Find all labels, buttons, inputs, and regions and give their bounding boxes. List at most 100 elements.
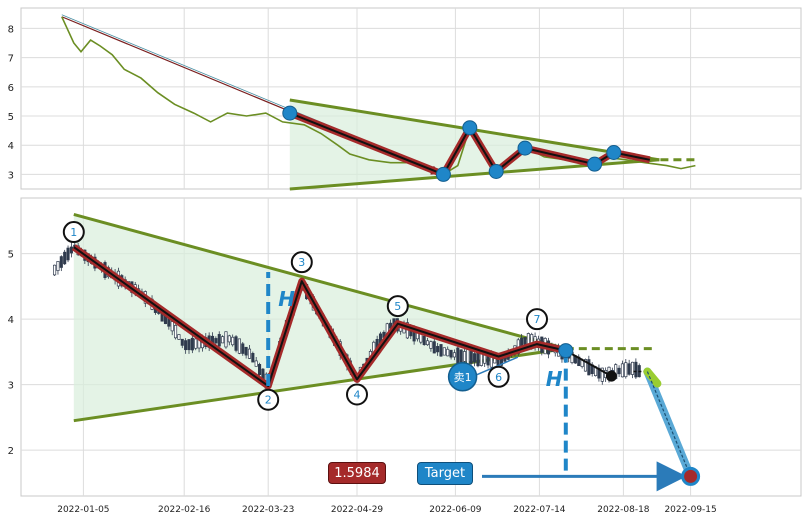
pivot-badge-label: 2 [265,394,272,407]
overview-pivot-point [282,105,298,121]
x-tick-label: 2022-04-29 [331,505,384,515]
pivot-badge-label: 3 [298,256,305,269]
candle-body [217,334,221,347]
x-tick-label: 2022-02-16 [158,505,211,515]
candle-body [419,333,423,343]
candle-body [190,337,194,351]
overview-tick-y: 6 [8,83,14,94]
candle-body [473,353,477,363]
sell-marker [447,362,478,392]
candle-body [466,348,470,365]
candle-body [254,360,258,367]
candle-body [247,348,252,359]
overview-pivot-point [517,140,533,156]
candle-body [214,338,218,344]
candle-body [587,359,591,376]
breakout-point [558,343,574,359]
candle-body [227,335,231,343]
pivot-badge [487,365,510,388]
candle-body [617,367,621,375]
height-marker-label: H [546,367,563,391]
pivot-badge [386,295,409,318]
detail-tick-y: 4 [8,315,14,326]
candle-body [53,264,57,276]
candle-body [436,346,440,353]
overview-pivot-point [587,156,603,172]
candle-body [624,362,628,378]
detail-tick-y: 3 [8,381,14,392]
candle-body [422,335,426,346]
candle-body [426,340,430,346]
candle-body [63,251,67,265]
pivot-badge [257,388,280,411]
candle-body [446,348,450,357]
overview-panel: 3 4 5 6 7 8 [8,7,802,191]
candle-body [224,331,228,348]
candle-body [56,261,60,271]
detail-tick-y: 2 [8,446,14,457]
candle-body [456,347,460,364]
overview-tick-y: 5 [8,112,14,123]
candle-body [241,343,245,354]
candle-body [59,256,63,268]
candle-body [459,349,463,363]
overview-tick-y: 8 [8,24,14,35]
overview-pivot-point [488,163,504,179]
pivot-badge-label: 6 [495,371,502,384]
candle-body [449,349,453,358]
detail-upper-line [73,212,567,351]
detail-panel: 2 3 4 5 2022-01-05 2022-02-16 2022-03-23 2022-0… [8,197,802,515]
candle-body [237,338,241,354]
projection-arrow-core [646,371,692,477]
x-tick-label: 2022-09-15 [664,505,716,515]
candle-body [66,247,70,261]
candle-body [493,358,497,364]
candle-body [429,341,433,349]
detail-zigzag-inner [73,246,567,387]
pivot-badge-label: 5 [394,300,401,313]
candle-body [620,363,624,378]
candle-body [627,363,631,375]
candle-body [194,338,198,349]
candle-body [630,361,635,375]
overview-tick-y: 7 [8,54,14,65]
pivot-badge [346,383,368,406]
x-tick-label: 2022-03-23 [242,505,294,515]
pivot-badge-label: 1 [70,226,77,239]
pivot-badge [526,308,548,331]
price-badge: 1.5984 [328,462,386,484]
candle-body [180,338,184,346]
candle-body [258,364,262,375]
pivot-badge [62,221,85,244]
exit-point [605,370,617,382]
candle-body [523,337,527,345]
candle-body [483,354,487,364]
candle-body [231,336,235,346]
candle-body [234,336,238,351]
candle-body [432,341,436,354]
candle-body [583,359,588,372]
pivot-badge-label: 4 [354,388,361,401]
overview-pivot-point [606,145,622,161]
pivot-badge [290,251,313,274]
x-tick-label: 2022-08-18 [597,505,650,515]
overview-tick-y: 4 [8,141,14,152]
candle-body [170,321,174,332]
target-badge: Target [417,462,473,485]
candle-body [452,352,456,358]
candle-body [462,351,467,362]
overview-tick-y: 3 [8,170,14,181]
candle-body [600,367,604,382]
candle-body [439,344,443,357]
projection-arrow-start [643,367,662,388]
candle-body [221,336,225,344]
candle-body [187,339,191,351]
x-tick-label: 2022-07-14 [513,505,566,515]
candle-body [469,351,473,364]
x-tick-label: 2022-01-05 [57,505,109,515]
candle-body [177,334,181,340]
overview-pivot-point [462,120,478,136]
pivot-badge-label: 7 [534,313,541,326]
